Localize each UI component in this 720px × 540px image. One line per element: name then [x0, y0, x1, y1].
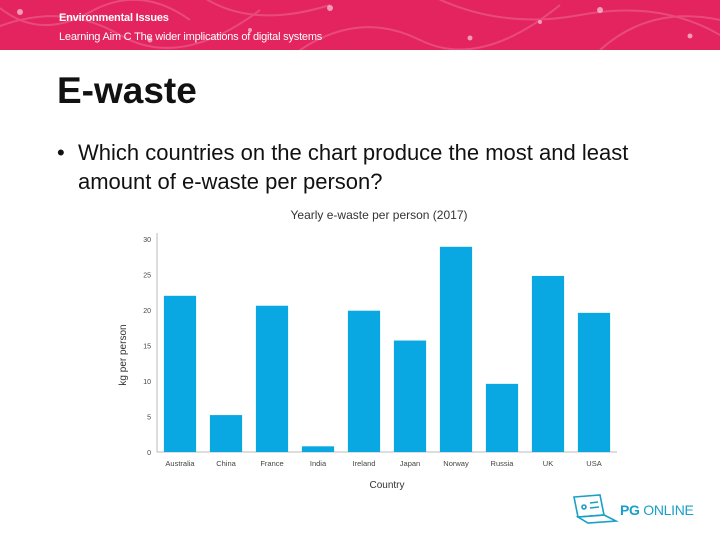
brand-rest: ONLINE — [639, 502, 694, 518]
x-tick-label: USA — [586, 459, 601, 468]
laptop-icon — [573, 494, 619, 524]
bullet-text: Which countries on the chart produce the… — [78, 140, 629, 194]
y-tick-label: 5 — [147, 415, 151, 422]
x-tick-label: India — [310, 459, 327, 468]
bullet-point: • Which countries on the chart produce t… — [57, 138, 677, 196]
x-tick-label: Japan — [400, 459, 420, 468]
chart-bars — [163, 246, 611, 452]
bar — [439, 246, 473, 452]
learning-aim: Learning Aim C The wider implications of… — [59, 31, 323, 43]
brand-bold: PG — [620, 502, 640, 518]
subject-heading: Environmental Issues — [59, 12, 169, 24]
x-tick-labels: Australia China France India Ireland Japan Nor… — [165, 459, 601, 468]
bar — [577, 312, 611, 452]
chart-title: Yearly e-waste per person (2017) — [291, 208, 468, 222]
bullet-icon: • — [57, 140, 65, 165]
y-tick-label: 30 — [143, 237, 151, 244]
bar — [255, 305, 289, 452]
brand-logo: PG ONLINE — [620, 502, 694, 518]
x-tick-label: Ireland — [353, 459, 376, 468]
bar — [301, 446, 335, 452]
header-banner: Environmental Issues Learning Aim C The … — [0, 0, 720, 50]
x-tick-label: Norway — [443, 459, 469, 468]
y-tick-labels: 0 5 10 15 20 25 30 — [143, 237, 151, 457]
x-tick-label: China — [216, 459, 236, 468]
bar — [163, 295, 197, 452]
bar — [531, 275, 565, 452]
y-tick-label: 10 — [143, 379, 151, 386]
x-tick-label: France — [260, 459, 283, 468]
x-tick-label: UK — [543, 459, 553, 468]
x-tick-label: Australia — [165, 459, 195, 468]
banner-pattern — [0, 0, 720, 50]
bar — [347, 310, 381, 452]
y-tick-label: 20 — [143, 308, 151, 315]
y-tick-label: 15 — [143, 344, 151, 351]
bar — [393, 340, 427, 452]
x-axis-label: Country — [369, 480, 404, 491]
y-tick-label: 0 — [147, 450, 151, 457]
bar — [209, 415, 243, 452]
y-tick-label: 25 — [143, 273, 151, 280]
x-tick-label: Russia — [491, 459, 515, 468]
y-axis-label: kg per person — [118, 324, 129, 385]
bar — [485, 383, 519, 452]
slide-title: E-waste — [57, 70, 197, 111]
